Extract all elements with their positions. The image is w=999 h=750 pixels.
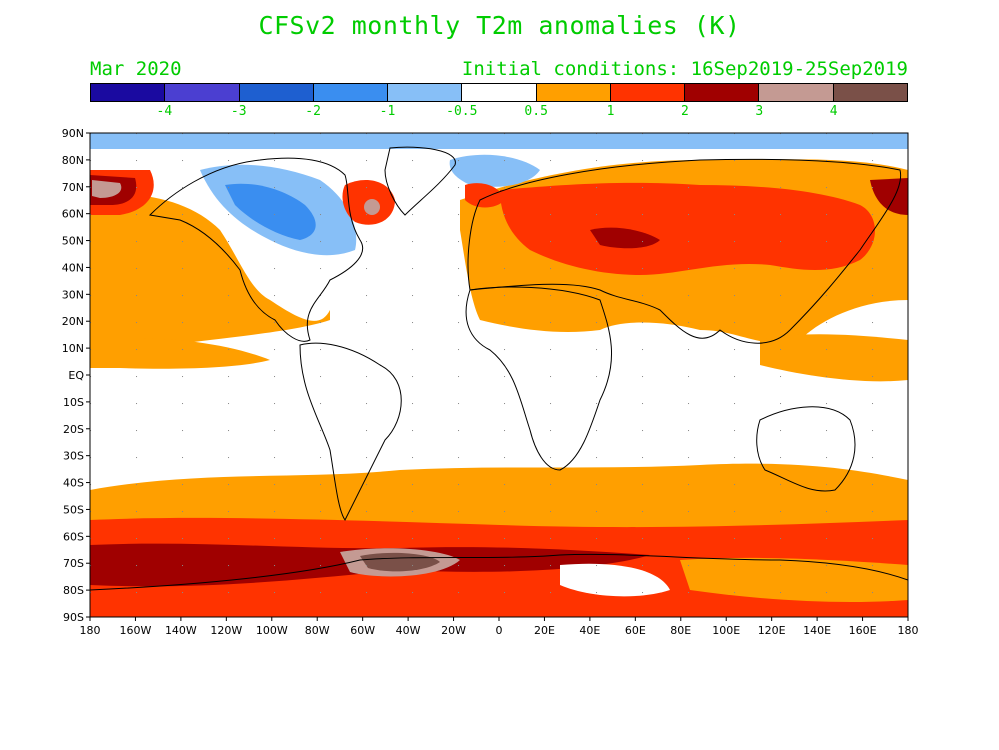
lat-label: 10N <box>62 342 84 355</box>
lon-label: 140E <box>803 624 831 637</box>
lon-label: 60W <box>350 624 375 637</box>
colorbar-swatch <box>91 84 166 101</box>
colorbar-label: -3 <box>230 104 247 119</box>
colorbar-label: -0.5 <box>446 104 478 119</box>
lon-label: 120E <box>758 624 786 637</box>
colorbar-swatch <box>685 84 760 101</box>
lon-label: 140W <box>165 624 197 637</box>
greenland-coast <box>384 146 456 216</box>
lat-label: 40N <box>62 261 84 274</box>
colorbar-label: -1 <box>379 104 396 119</box>
lat-label: 90N <box>62 127 84 140</box>
lon-label: 20E <box>534 624 555 637</box>
lat-label: 70S <box>63 557 84 570</box>
colorbar-label: 3 <box>755 104 764 119</box>
colorbar-label: 1 <box>606 104 615 119</box>
lon-label: 100E <box>712 624 740 637</box>
lon-label: 60E <box>625 624 646 637</box>
anomaly-fields <box>90 133 908 617</box>
lon-label: 160W <box>120 624 152 637</box>
africa-coast <box>465 286 612 471</box>
lat-label: 30N <box>62 288 84 301</box>
colorbar-swatch <box>239 84 314 101</box>
lon-label: 160E <box>849 624 877 637</box>
colorbar-swatch <box>536 84 611 101</box>
colorbar-label: 4 <box>829 104 838 119</box>
colorbar-swatch <box>313 84 389 101</box>
valid-month-label: Mar 2020 <box>90 58 182 80</box>
lat-label: 70N <box>62 181 84 194</box>
axis-ticks: 90N 80N 70N 60N 50N 40N 30N 20N 10N EQ 10S 20S 30S 40… <box>62 127 919 637</box>
lat-label: 60N <box>62 208 84 221</box>
colorbar-swatch <box>759 84 834 101</box>
initial-conditions-label: Initial conditions: 16Sep2019-25Sep2019 <box>461 58 908 80</box>
lon-label: 180 <box>898 624 919 637</box>
lat-label: 50N <box>62 235 84 248</box>
lon-label: 100W <box>256 624 288 637</box>
eurasia-coast <box>467 158 902 344</box>
lon-label: 180 <box>80 624 101 637</box>
lon-label: 0 <box>496 624 503 637</box>
lon-label: 80E <box>670 624 691 637</box>
lat-label: 20N <box>62 315 84 328</box>
chart-title: CFSv2 monthly T2m anomalies (K) <box>258 11 741 40</box>
lat-label: 90S <box>63 611 84 624</box>
australia-coast <box>756 406 856 492</box>
lon-label: 40W <box>396 624 421 637</box>
lon-label: 120W <box>210 624 242 637</box>
colorbar-swatch <box>388 84 463 101</box>
coastlines <box>90 146 908 591</box>
colorbar-label: 2 <box>680 104 689 119</box>
colorbar-swatch <box>833 84 907 101</box>
colorbar <box>90 83 908 102</box>
lat-label: 20S <box>63 423 84 436</box>
north-america-coast <box>148 157 364 342</box>
colorbar-swatch <box>462 84 537 101</box>
colorbar-label: -2 <box>305 104 321 119</box>
lat-label: 30S <box>63 450 84 463</box>
grid-dots <box>90 133 908 617</box>
lon-label: 20W <box>441 624 466 637</box>
lat-label: 80N <box>62 154 84 167</box>
colorbar-label: -4 <box>156 104 173 119</box>
lat-label: 10S <box>63 396 84 409</box>
lat-label: 40S <box>63 477 84 490</box>
lon-label: 40E <box>579 624 600 637</box>
lat-label: 60S <box>63 530 84 543</box>
colorbar-swatch <box>610 84 686 101</box>
colorbar-swatch <box>165 84 240 101</box>
south-america-coast <box>299 342 402 521</box>
lat-label: 80S <box>63 584 84 597</box>
colorbar-label: 0.5 <box>524 104 548 119</box>
lon-label: 80W <box>305 624 330 637</box>
antarctica-coast <box>90 553 908 591</box>
lat-label: EQ <box>68 369 84 382</box>
colorbar-labels: -4 -3 -2 -1 -0.5 0.5 1 2 3 4 <box>90 104 908 120</box>
lat-label: 50S <box>63 503 84 516</box>
